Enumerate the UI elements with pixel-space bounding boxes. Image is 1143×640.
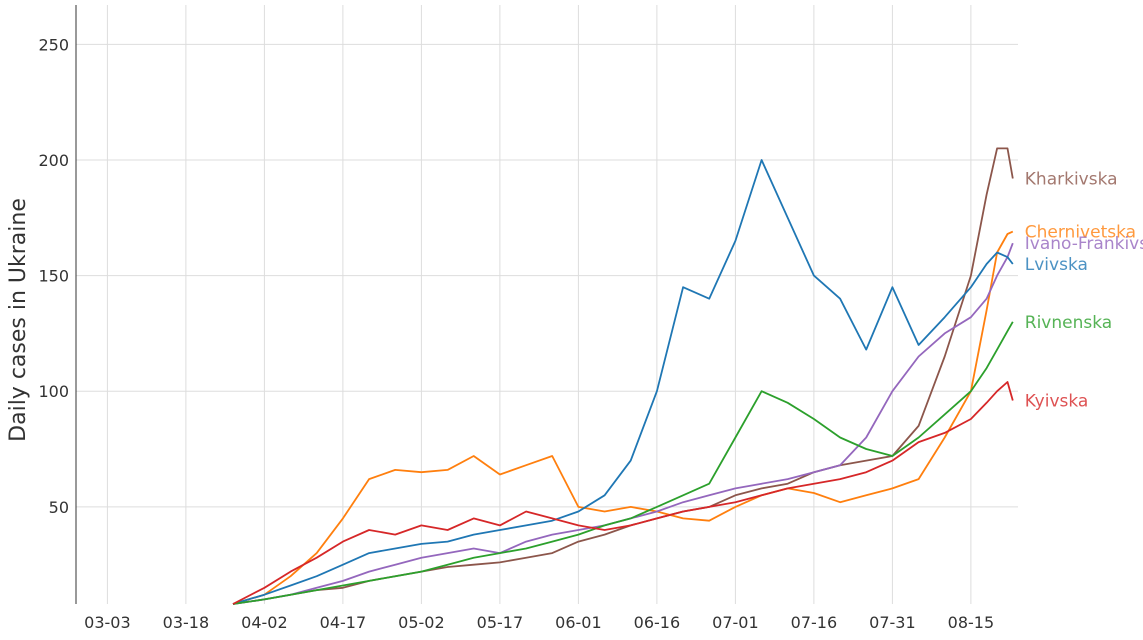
y-tick-label: 250 — [38, 35, 69, 54]
series-end-label: Kharkivska — [1025, 169, 1118, 189]
series-line — [232, 230, 1014, 605]
x-tick-label: 05-02 — [398, 613, 445, 632]
series-line — [232, 381, 1014, 605]
x-tick-label: 07-16 — [791, 613, 838, 632]
y-tick-label: 100 — [38, 382, 69, 401]
grid — [76, 5, 1018, 604]
series-line — [232, 159, 1014, 605]
series-end-label: Ivano-Frankivska — [1025, 234, 1143, 254]
series-end-label: Rivnenska — [1025, 313, 1112, 333]
y-tick-labels: 50 100 150 200 250 — [38, 35, 69, 517]
x-tick-labels: 03-03 03-18 04-02 04-17 05-02 05-17 06-01 06-16… — [84, 613, 994, 632]
x-tick-label: 03-03 — [84, 613, 131, 632]
y-axis-title: Daily cases in Ukraine — [6, 198, 31, 442]
x-tick-label: 04-02 — [241, 613, 288, 632]
x-tick-label: 06-01 — [555, 613, 602, 632]
series-end-label: Chernivetska — [1025, 223, 1136, 243]
y-tick-label: 150 — [38, 267, 69, 286]
x-tick-label: 05-17 — [477, 613, 524, 632]
x-tick-label: 03-18 — [163, 613, 210, 632]
x-tick-label: 06-16 — [634, 613, 681, 632]
series-end-label: Lvivska — [1025, 255, 1088, 275]
series-layer — [232, 147, 1014, 605]
series-end-label: Kyivska — [1025, 391, 1089, 411]
x-tick-label: 07-31 — [869, 613, 916, 632]
x-tick-label: 04-17 — [320, 613, 367, 632]
y-tick-label: 50 — [49, 498, 69, 517]
x-tick-label: 07-01 — [712, 613, 759, 632]
series-line — [232, 321, 1014, 605]
x-tick-label: 08-15 — [948, 613, 995, 632]
series-line — [232, 242, 1014, 605]
series-end-labels: Kharkivska ChernivetskaIvano-FrankivskaLv… — [1025, 169, 1143, 411]
y-tick-label: 200 — [38, 151, 69, 170]
series-line — [232, 147, 1014, 605]
